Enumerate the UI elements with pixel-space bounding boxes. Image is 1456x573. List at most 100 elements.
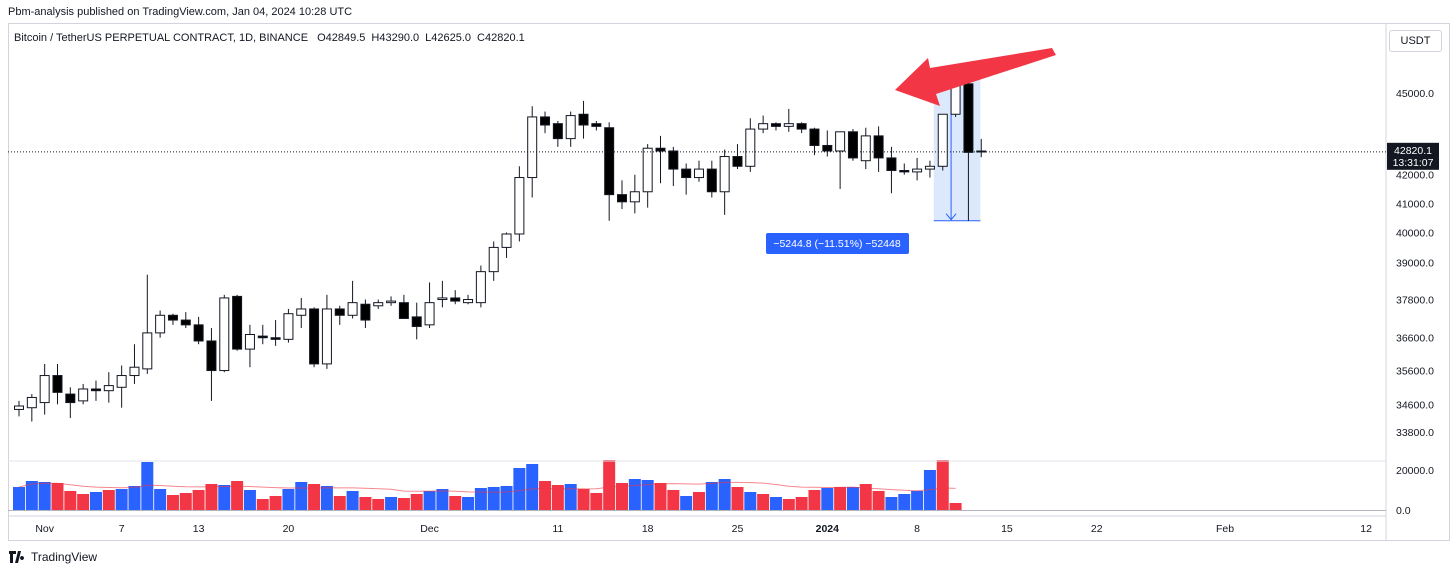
volume-bar: [846, 487, 859, 510]
candle-body: [283, 313, 294, 340]
candle: [103, 372, 114, 403]
candle-body: [706, 168, 717, 193]
volume-layer: [13, 460, 962, 510]
candle: [514, 166, 525, 242]
candle-body: [617, 194, 628, 203]
volume-bar: [539, 481, 552, 510]
volume-bar: [154, 489, 167, 510]
volume-bar: [949, 503, 962, 510]
volume-bar: [885, 497, 898, 510]
candle: [501, 232, 512, 258]
volume-bar: [834, 487, 847, 510]
candle: [617, 180, 628, 210]
candle: [167, 313, 178, 325]
candle-body: [373, 302, 384, 307]
candle-body: [604, 127, 615, 196]
volume-bar: [821, 488, 834, 510]
candle: [899, 163, 910, 175]
volume-bar: [243, 490, 256, 510]
candle-body: [514, 177, 525, 235]
volume-bar: [692, 492, 705, 510]
ohlc-open: O42849.5: [317, 32, 366, 44]
ohlc-low: L42625.0: [425, 32, 472, 44]
candle-body: [296, 308, 307, 316]
candle: [475, 265, 486, 308]
candle-body: [475, 271, 486, 304]
volume-bar: [333, 496, 346, 510]
candle: [847, 129, 858, 161]
volume-bar: [308, 484, 321, 510]
candle: [14, 400, 24, 417]
candle-body: [770, 123, 781, 127]
candle: [398, 294, 409, 319]
candle: [52, 363, 63, 405]
candle-body: [39, 375, 50, 404]
candle: [591, 120, 602, 131]
volume-bar: [936, 460, 949, 510]
volume-bar: [205, 484, 218, 510]
red-arrow-annotation: [895, 48, 1056, 106]
volume-bar: [462, 497, 475, 510]
candle: [411, 302, 422, 340]
volume-bar: [231, 481, 244, 510]
volume-bar: [13, 487, 25, 510]
volume-bar: [718, 479, 731, 510]
candle: [283, 308, 294, 343]
candle: [450, 290, 461, 305]
candle: [540, 111, 551, 134]
candle: [219, 294, 230, 373]
candle-body: [463, 299, 474, 304]
volume-bar: [141, 462, 154, 510]
volume-bar: [77, 494, 90, 510]
y-tick-label: 34600.0: [1396, 399, 1434, 411]
candle: [693, 160, 704, 182]
candle-body: [129, 366, 140, 377]
candle: [373, 299, 384, 309]
ohlc-close: C42820.1: [477, 32, 525, 44]
symbol-info: Bitcoin / TetherUS PERPETUAL CONTRACT, 1…: [14, 32, 531, 44]
candle: [424, 282, 435, 329]
volume-bar: [89, 492, 102, 510]
symbol-name[interactable]: Bitcoin / TetherUS PERPETUAL CONTRACT, 1…: [14, 32, 309, 44]
candle-body: [681, 168, 692, 179]
candle-body: [219, 297, 230, 372]
candle: [232, 294, 243, 351]
volume-bar: [64, 491, 77, 510]
x-tick-label: Nov: [35, 523, 54, 535]
measure-label[interactable]: −5244.8 (−11.51%) −52448: [766, 233, 909, 254]
candle: [155, 310, 166, 338]
volume-bar: [372, 499, 385, 510]
y-tick-label: 36600.0: [1396, 333, 1434, 345]
candle: [26, 394, 37, 422]
volume-bar: [680, 496, 693, 510]
volume-bar: [282, 489, 295, 510]
candle: [732, 144, 743, 170]
candle: [347, 280, 358, 319]
candle-body: [527, 116, 538, 179]
volume-bar: [102, 490, 115, 510]
candle: [78, 383, 89, 405]
candle-body: [822, 144, 833, 152]
candle-body: [719, 156, 730, 193]
candle-body: [591, 123, 602, 127]
candle: [873, 126, 884, 172]
volume-bar: [128, 486, 141, 510]
volume-bar: [757, 494, 770, 510]
candle-body: [860, 135, 871, 162]
candle-body: [26, 396, 37, 409]
volume-bar: [38, 482, 51, 510]
candle: [296, 297, 307, 329]
candle: [552, 120, 563, 147]
tradingview-logo[interactable]: TradingView: [9, 550, 97, 564]
candle-body: [244, 333, 255, 350]
candle-body: [783, 123, 794, 127]
candle-body: [78, 388, 89, 402]
candle-body: [142, 332, 153, 370]
currency-button[interactable]: USDT: [1389, 30, 1442, 52]
candle-body: [758, 123, 769, 130]
candle-body: [899, 169, 910, 173]
candle: [719, 149, 730, 215]
y-tick-label: 35600.0: [1396, 366, 1434, 378]
volume-bar: [500, 486, 513, 510]
